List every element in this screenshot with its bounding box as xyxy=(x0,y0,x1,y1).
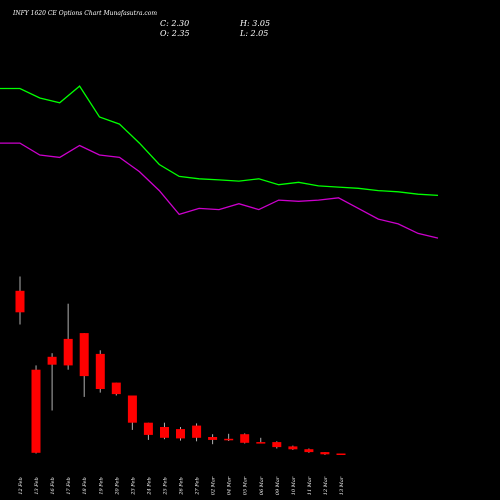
candle xyxy=(304,448,314,453)
candle-body xyxy=(240,434,250,443)
candle-body xyxy=(272,442,282,448)
x-tick-label: 04 Mar xyxy=(227,476,233,495)
candle-body xyxy=(176,429,185,439)
candle-body xyxy=(143,422,153,435)
lower-line-series xyxy=(0,142,439,239)
candle xyxy=(47,353,57,411)
candle-body xyxy=(47,356,57,365)
candle xyxy=(127,395,137,430)
upper-line-series xyxy=(0,85,439,197)
candle xyxy=(176,427,185,441)
candle xyxy=(143,422,153,440)
candle-body xyxy=(63,338,73,366)
x-tick-label: 13 Mar xyxy=(339,476,345,495)
candle xyxy=(79,333,89,397)
x-tick-label: 12 Mar xyxy=(323,476,329,495)
candle-body xyxy=(79,333,89,377)
candle-body xyxy=(256,442,266,444)
x-tick-label: 26 Feb xyxy=(179,477,185,495)
low-value: L: 2.05 xyxy=(239,29,268,38)
candle xyxy=(288,445,298,450)
x-tick-label: 11 Mar xyxy=(307,476,313,495)
candle-body xyxy=(111,382,121,395)
candle xyxy=(160,422,169,440)
candle-body xyxy=(320,452,330,455)
x-tick-label: 10 Mar xyxy=(291,476,297,495)
x-tick-label: 05 Mar xyxy=(243,476,249,495)
close-value: C: 2.30 xyxy=(160,19,189,28)
x-tick-label: 09 Mar xyxy=(275,476,281,495)
x-tick-label: 27 Feb xyxy=(195,477,201,495)
x-tick-label: 19 Feb xyxy=(98,477,104,494)
candle-body xyxy=(95,353,105,389)
x-axis-ticks: 12 Feb 13 Feb 16 Feb 17 Feb 18 Feb 19 Feb 20 F… xyxy=(18,476,345,495)
candle xyxy=(63,303,73,370)
x-tick-label: 06 Mar xyxy=(259,476,265,495)
candle xyxy=(95,350,105,393)
candle xyxy=(320,452,330,455)
candlesticks xyxy=(15,276,346,455)
x-tick-label: 25 Feb xyxy=(163,477,169,495)
candle xyxy=(111,382,121,396)
candle xyxy=(208,434,218,445)
candle-body xyxy=(15,290,25,313)
x-tick-label: 17 Feb xyxy=(66,477,72,494)
x-tick-label: 13 Feb xyxy=(34,477,40,494)
x-tick-label: 02 Mar xyxy=(211,476,217,495)
x-tick-label: 24 Feb xyxy=(146,477,152,495)
x-tick-label: 18 Feb xyxy=(82,477,88,494)
x-tick-label: 16 Feb xyxy=(50,477,56,494)
indicator-lines xyxy=(0,85,439,239)
candle-body xyxy=(208,437,218,440)
candle xyxy=(192,423,202,442)
high-value: H: 3.05 xyxy=(239,19,270,28)
candle-body xyxy=(336,453,346,455)
candle-body xyxy=(288,446,298,450)
x-tick-label: 20 Feb xyxy=(114,477,120,495)
candle xyxy=(240,433,250,444)
candle-body xyxy=(192,425,202,438)
candle xyxy=(256,437,266,444)
candle-body xyxy=(224,438,234,441)
x-tick-label: 12 Feb xyxy=(18,477,24,494)
candle xyxy=(31,365,41,454)
candle xyxy=(15,276,25,325)
open-value: O: 2.35 xyxy=(160,29,190,38)
candle xyxy=(336,453,346,455)
candle-body xyxy=(127,395,137,423)
x-tick-label: 23 Feb xyxy=(130,477,136,495)
candle xyxy=(272,441,282,449)
candle-body xyxy=(31,369,41,453)
candle-body xyxy=(304,449,314,453)
chart-title: INFY 1620 CE Options Chart Munafasutra.c… xyxy=(12,10,157,17)
candle xyxy=(224,433,234,441)
candle-body xyxy=(160,427,169,438)
